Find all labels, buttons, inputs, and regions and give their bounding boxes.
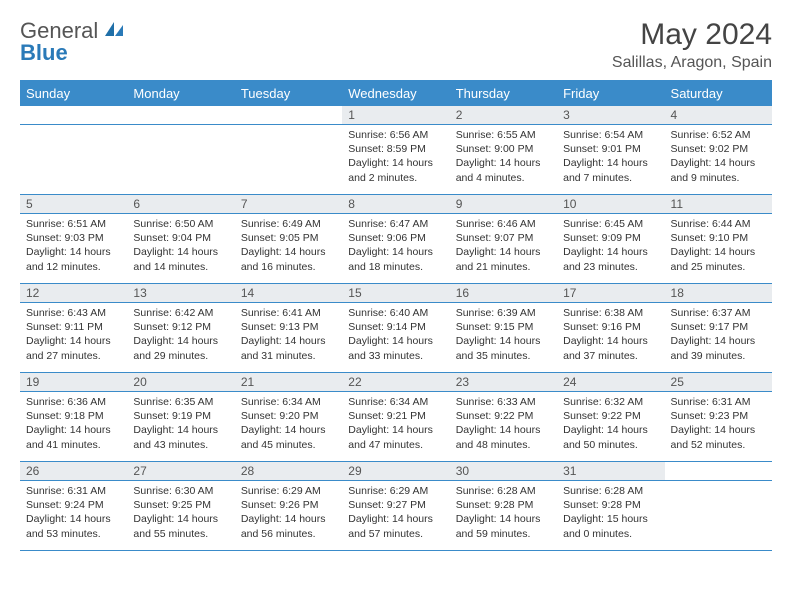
day-details-cell: Sunrise: 6:35 AMSunset: 9:19 PMDaylight:… <box>127 392 234 462</box>
day-number-cell: 7 <box>235 195 342 214</box>
day-details-cell: Sunrise: 6:55 AMSunset: 9:00 PMDaylight:… <box>450 125 557 195</box>
day-number-cell: 19 <box>20 373 127 392</box>
day-details-cell: Sunrise: 6:51 AMSunset: 9:03 PMDaylight:… <box>20 214 127 284</box>
day-details-cell: Sunrise: 6:36 AMSunset: 9:18 PMDaylight:… <box>20 392 127 462</box>
day-number-cell: 16 <box>450 284 557 303</box>
day-number-cell: 4 <box>665 106 772 125</box>
day-number-cell: 1 <box>342 106 449 125</box>
day-details-row: Sunrise: 6:56 AMSunset: 8:59 PMDaylight:… <box>20 125 772 195</box>
day-number-cell: 17 <box>557 284 664 303</box>
day-number-cell: 26 <box>20 462 127 481</box>
day-details-cell: Sunrise: 6:37 AMSunset: 9:17 PMDaylight:… <box>665 303 772 373</box>
day-details-cell: Sunrise: 6:52 AMSunset: 9:02 PMDaylight:… <box>665 125 772 195</box>
day-number-cell: 25 <box>665 373 772 392</box>
calendar-header-row: SundayMondayTuesdayWednesdayThursdayFrid… <box>20 81 772 106</box>
day-details-cell: Sunrise: 6:29 AMSunset: 9:27 PMDaylight:… <box>342 481 449 551</box>
calendar-body: 1234Sunrise: 6:56 AMSunset: 8:59 PMDayli… <box>20 106 772 551</box>
day-number-row: 12131415161718 <box>20 284 772 303</box>
day-details-cell: Sunrise: 6:32 AMSunset: 9:22 PMDaylight:… <box>557 392 664 462</box>
day-header: Thursday <box>450 81 557 106</box>
day-details-row: Sunrise: 6:36 AMSunset: 9:18 PMDaylight:… <box>20 392 772 462</box>
day-number-row: 19202122232425 <box>20 373 772 392</box>
logo-text-blue: Blue <box>20 40 68 66</box>
day-number-cell: 5 <box>20 195 127 214</box>
day-header: Friday <box>557 81 664 106</box>
day-number-row: 1234 <box>20 106 772 125</box>
day-details-cell: Sunrise: 6:56 AMSunset: 8:59 PMDaylight:… <box>342 125 449 195</box>
day-details-cell: Sunrise: 6:50 AMSunset: 9:04 PMDaylight:… <box>127 214 234 284</box>
day-number-cell: 11 <box>665 195 772 214</box>
day-number-cell: 22 <box>342 373 449 392</box>
day-number-cell: 18 <box>665 284 772 303</box>
title-block: May 2024 Salillas, Aragon, Spain <box>612 18 772 72</box>
day-details-cell: Sunrise: 6:30 AMSunset: 9:25 PMDaylight:… <box>127 481 234 551</box>
day-details-row: Sunrise: 6:51 AMSunset: 9:03 PMDaylight:… <box>20 214 772 284</box>
day-number-row: 262728293031 <box>20 462 772 481</box>
day-number-cell: 2 <box>450 106 557 125</box>
day-number-cell <box>127 106 234 125</box>
day-details-cell: Sunrise: 6:31 AMSunset: 9:24 PMDaylight:… <box>20 481 127 551</box>
day-details-cell: Sunrise: 6:45 AMSunset: 9:09 PMDaylight:… <box>557 214 664 284</box>
day-number-cell: 23 <box>450 373 557 392</box>
day-details-cell: Sunrise: 6:33 AMSunset: 9:22 PMDaylight:… <box>450 392 557 462</box>
day-header: Tuesday <box>235 81 342 106</box>
day-number-cell <box>235 106 342 125</box>
day-number-cell: 20 <box>127 373 234 392</box>
day-details-cell: Sunrise: 6:31 AMSunset: 9:23 PMDaylight:… <box>665 392 772 462</box>
day-details-cell: Sunrise: 6:28 AMSunset: 9:28 PMDaylight:… <box>557 481 664 551</box>
day-details-cell: Sunrise: 6:40 AMSunset: 9:14 PMDaylight:… <box>342 303 449 373</box>
day-number-cell: 28 <box>235 462 342 481</box>
day-number-cell: 10 <box>557 195 664 214</box>
header: General May 2024 Salillas, Aragon, Spain <box>20 18 772 72</box>
day-number-cell: 15 <box>342 284 449 303</box>
day-details-cell: Sunrise: 6:49 AMSunset: 9:05 PMDaylight:… <box>235 214 342 284</box>
day-details-cell: Sunrise: 6:34 AMSunset: 9:20 PMDaylight:… <box>235 392 342 462</box>
day-details-cell: Sunrise: 6:34 AMSunset: 9:21 PMDaylight:… <box>342 392 449 462</box>
day-details-cell <box>665 481 772 551</box>
day-details-cell: Sunrise: 6:38 AMSunset: 9:16 PMDaylight:… <box>557 303 664 373</box>
day-details-cell: Sunrise: 6:42 AMSunset: 9:12 PMDaylight:… <box>127 303 234 373</box>
day-number-cell: 6 <box>127 195 234 214</box>
calendar-table: SundayMondayTuesdayWednesdayThursdayFrid… <box>20 80 772 551</box>
day-details-cell: Sunrise: 6:47 AMSunset: 9:06 PMDaylight:… <box>342 214 449 284</box>
sail-icon <box>103 18 125 44</box>
day-number-cell: 27 <box>127 462 234 481</box>
day-number-cell: 21 <box>235 373 342 392</box>
day-header: Wednesday <box>342 81 449 106</box>
day-number-cell: 14 <box>235 284 342 303</box>
day-number-cell: 8 <box>342 195 449 214</box>
day-details-cell: Sunrise: 6:44 AMSunset: 9:10 PMDaylight:… <box>665 214 772 284</box>
day-number-cell: 24 <box>557 373 664 392</box>
day-details-cell <box>235 125 342 195</box>
day-details-cell <box>127 125 234 195</box>
day-details-cell <box>20 125 127 195</box>
day-number-row: 567891011 <box>20 195 772 214</box>
logo-blue-line: Blue <box>20 40 68 66</box>
day-number-cell: 12 <box>20 284 127 303</box>
day-details-row: Sunrise: 6:31 AMSunset: 9:24 PMDaylight:… <box>20 481 772 551</box>
day-number-cell <box>20 106 127 125</box>
day-header: Monday <box>127 81 234 106</box>
day-number-cell: 29 <box>342 462 449 481</box>
month-title: May 2024 <box>612 18 772 52</box>
day-number-cell: 3 <box>557 106 664 125</box>
day-number-cell: 9 <box>450 195 557 214</box>
day-details-row: Sunrise: 6:43 AMSunset: 9:11 PMDaylight:… <box>20 303 772 373</box>
day-number-cell: 30 <box>450 462 557 481</box>
day-details-cell: Sunrise: 6:41 AMSunset: 9:13 PMDaylight:… <box>235 303 342 373</box>
day-details-cell: Sunrise: 6:43 AMSunset: 9:11 PMDaylight:… <box>20 303 127 373</box>
day-details-cell: Sunrise: 6:46 AMSunset: 9:07 PMDaylight:… <box>450 214 557 284</box>
day-details-cell: Sunrise: 6:28 AMSunset: 9:28 PMDaylight:… <box>450 481 557 551</box>
day-details-cell: Sunrise: 6:29 AMSunset: 9:26 PMDaylight:… <box>235 481 342 551</box>
day-number-cell: 13 <box>127 284 234 303</box>
day-details-cell: Sunrise: 6:39 AMSunset: 9:15 PMDaylight:… <box>450 303 557 373</box>
day-header: Saturday <box>665 81 772 106</box>
day-details-cell: Sunrise: 6:54 AMSunset: 9:01 PMDaylight:… <box>557 125 664 195</box>
day-header: Sunday <box>20 81 127 106</box>
day-number-cell: 31 <box>557 462 664 481</box>
location-text: Salillas, Aragon, Spain <box>612 54 772 72</box>
day-number-cell <box>665 462 772 481</box>
